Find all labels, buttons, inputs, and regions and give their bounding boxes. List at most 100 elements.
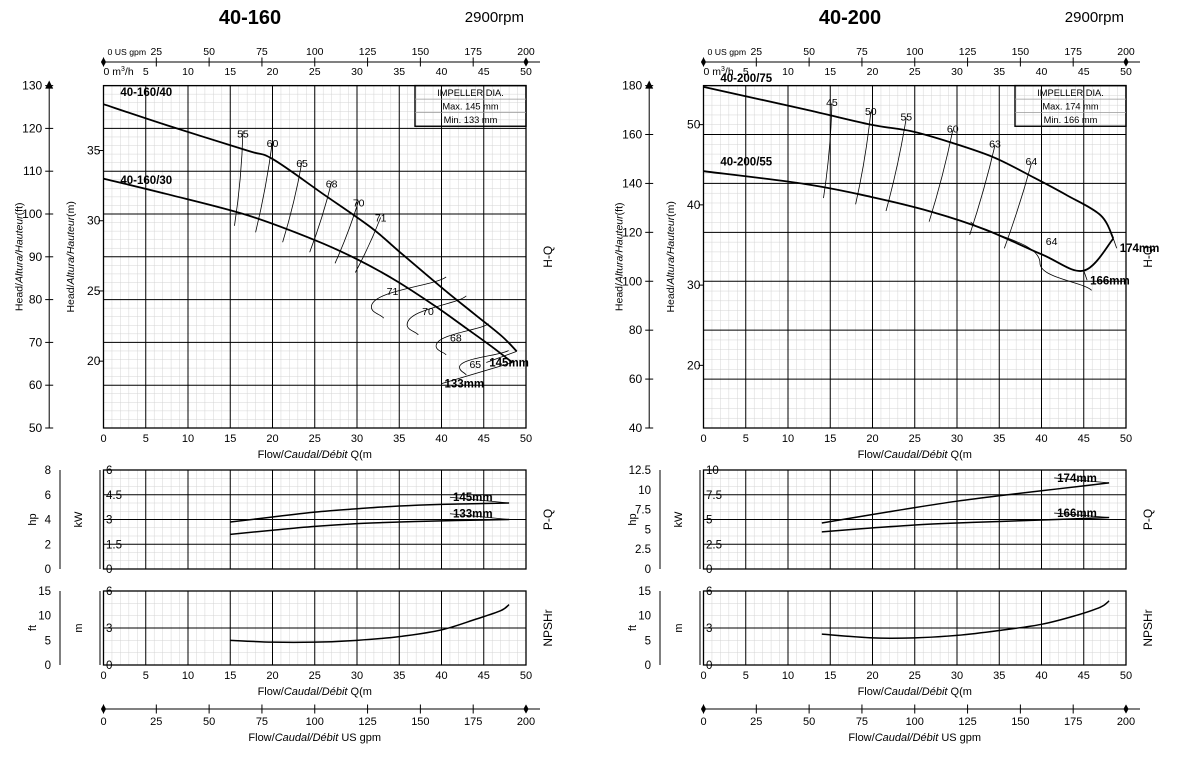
svg-text:10: 10 xyxy=(638,485,651,497)
svg-text:0 US gpm: 0 US gpm xyxy=(108,47,147,57)
svg-text:175: 175 xyxy=(1064,46,1082,58)
svg-text:12.5: 12.5 xyxy=(629,465,651,477)
svg-text:hp: hp xyxy=(627,513,639,525)
svg-text:70: 70 xyxy=(422,306,434,318)
svg-text:50: 50 xyxy=(29,421,43,435)
svg-text:7.5: 7.5 xyxy=(706,490,722,502)
svg-text:hp: hp xyxy=(27,513,39,525)
svg-text:3: 3 xyxy=(106,623,112,635)
svg-text:5: 5 xyxy=(645,524,651,536)
svg-text:71: 71 xyxy=(387,286,399,298)
svg-text:10: 10 xyxy=(782,433,794,445)
svg-text:40-200/55: 40-200/55 xyxy=(720,157,772,169)
svg-text:150: 150 xyxy=(1011,716,1029,728)
svg-text:5: 5 xyxy=(645,635,651,647)
svg-text:125: 125 xyxy=(358,716,376,728)
svg-text:25: 25 xyxy=(150,46,162,58)
svg-text:25: 25 xyxy=(309,66,321,78)
svg-text:35: 35 xyxy=(393,66,405,78)
svg-text:45: 45 xyxy=(1078,433,1090,445)
svg-text:55: 55 xyxy=(237,128,249,140)
svg-text:Flow/Caudal/Débit US gpm: Flow/Caudal/Débit US gpm xyxy=(848,732,981,744)
svg-text:0: 0 xyxy=(106,660,112,672)
svg-text:130: 130 xyxy=(22,79,42,93)
svg-text:0: 0 xyxy=(45,660,51,672)
svg-text:40: 40 xyxy=(436,66,448,78)
svg-text:6: 6 xyxy=(106,465,112,477)
svg-text:64: 64 xyxy=(1026,156,1038,168)
svg-text:60: 60 xyxy=(29,378,43,392)
svg-text:ft: ft xyxy=(627,625,639,631)
svg-text:15: 15 xyxy=(824,433,836,445)
svg-text:40: 40 xyxy=(435,670,447,682)
svg-text:166mm: 166mm xyxy=(1090,275,1130,287)
svg-text:100: 100 xyxy=(906,716,924,728)
svg-text:5: 5 xyxy=(743,670,749,682)
svg-text:40-200: 40-200 xyxy=(819,7,881,29)
svg-text:P-Q: P-Q xyxy=(541,509,555,530)
svg-text:10: 10 xyxy=(706,465,719,477)
svg-text:200: 200 xyxy=(517,716,535,728)
svg-text:Flow/Caudal/Débit Q(m: Flow/Caudal/Débit Q(m xyxy=(858,686,972,698)
svg-text:45: 45 xyxy=(478,433,490,445)
svg-text:35: 35 xyxy=(993,670,1005,682)
svg-text:ft: ft xyxy=(27,625,39,631)
svg-text:60: 60 xyxy=(267,138,279,150)
svg-text:80: 80 xyxy=(629,323,643,337)
svg-text:50: 50 xyxy=(203,46,215,58)
svg-text:150: 150 xyxy=(411,716,429,728)
svg-text:63: 63 xyxy=(989,139,1001,151)
svg-text:75: 75 xyxy=(256,46,268,58)
svg-text:60: 60 xyxy=(629,372,643,386)
svg-text:Flow/Caudal/Débit Q(m: Flow/Caudal/Débit Q(m xyxy=(258,449,372,461)
svg-text:4.5: 4.5 xyxy=(106,490,122,502)
svg-text:35: 35 xyxy=(87,144,101,158)
svg-text:0: 0 xyxy=(645,564,651,576)
svg-text:NPSHr: NPSHr xyxy=(541,609,555,646)
svg-text:0: 0 xyxy=(700,670,706,682)
svg-text:35: 35 xyxy=(393,670,405,682)
svg-text:40-200/75: 40-200/75 xyxy=(720,73,772,85)
svg-text:100: 100 xyxy=(306,716,324,728)
svg-text:1.5: 1.5 xyxy=(106,539,122,551)
svg-text:25: 25 xyxy=(309,433,321,445)
svg-text:Max. 174 mm: Max. 174 mm xyxy=(1042,101,1099,111)
svg-text:45: 45 xyxy=(1078,66,1090,78)
svg-text:40-160/30: 40-160/30 xyxy=(120,175,172,187)
svg-text:2900rpm: 2900rpm xyxy=(465,9,524,26)
svg-text:50: 50 xyxy=(203,716,215,728)
svg-text:IMPELLER DIA.: IMPELLER DIA. xyxy=(1037,88,1104,98)
svg-text:10: 10 xyxy=(182,66,194,78)
svg-text:50: 50 xyxy=(1120,66,1132,78)
svg-text:140: 140 xyxy=(622,176,642,190)
svg-text:Min. 133 mm: Min. 133 mm xyxy=(444,115,498,125)
svg-text:15: 15 xyxy=(824,66,836,78)
svg-text:0 US gpm: 0 US gpm xyxy=(708,47,747,57)
svg-text:0: 0 xyxy=(100,433,106,445)
svg-text:15: 15 xyxy=(224,670,236,682)
svg-text:Flow/Caudal/Débit US gpm: Flow/Caudal/Débit US gpm xyxy=(248,732,381,744)
svg-text:50: 50 xyxy=(687,118,701,132)
svg-text:NPSHr: NPSHr xyxy=(1141,609,1155,646)
svg-text:45: 45 xyxy=(1078,670,1090,682)
svg-text:10: 10 xyxy=(638,611,651,623)
svg-text:Head/Altura/Hauteur(m): Head/Altura/Hauteur(m) xyxy=(665,201,677,312)
svg-text:2900rpm: 2900rpm xyxy=(1065,9,1124,26)
svg-text:50: 50 xyxy=(865,106,877,118)
svg-text:Min. 166 mm: Min. 166 mm xyxy=(1044,115,1098,125)
svg-text:65: 65 xyxy=(296,158,308,170)
svg-text:5: 5 xyxy=(45,635,51,647)
svg-text:50: 50 xyxy=(1120,670,1132,682)
svg-text:25: 25 xyxy=(909,670,921,682)
svg-text:6: 6 xyxy=(106,586,112,598)
svg-text:40: 40 xyxy=(687,198,701,212)
svg-text:25: 25 xyxy=(87,284,101,298)
svg-text:30: 30 xyxy=(351,670,363,682)
svg-text:50: 50 xyxy=(803,46,815,58)
svg-text:50: 50 xyxy=(520,670,532,682)
svg-text:30: 30 xyxy=(951,670,963,682)
svg-text:Head/Altura/Hauteur(ft): Head/Altura/Hauteur(ft) xyxy=(13,203,25,312)
svg-text:IMPELLER DIA.: IMPELLER DIA. xyxy=(437,88,504,98)
svg-text:30: 30 xyxy=(351,66,363,78)
svg-text:5: 5 xyxy=(143,433,149,445)
